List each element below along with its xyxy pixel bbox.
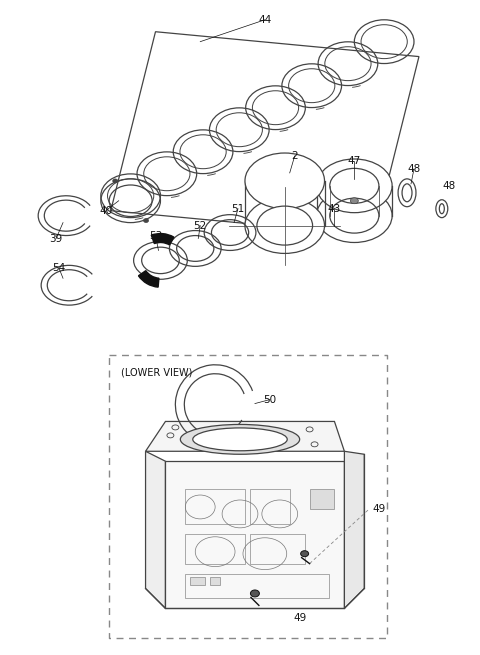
Ellipse shape xyxy=(350,198,358,204)
Bar xyxy=(185,489,245,524)
Ellipse shape xyxy=(300,551,309,557)
Text: 51: 51 xyxy=(231,204,245,214)
Wedge shape xyxy=(151,234,174,245)
Text: 53: 53 xyxy=(149,231,162,240)
Ellipse shape xyxy=(180,424,300,455)
Bar xyxy=(310,489,335,509)
Text: 48: 48 xyxy=(442,181,456,191)
Bar xyxy=(210,576,220,584)
Text: (LOWER VIEW): (LOWER VIEW) xyxy=(120,367,192,378)
Polygon shape xyxy=(145,421,344,451)
Ellipse shape xyxy=(245,153,324,209)
Ellipse shape xyxy=(113,179,118,183)
Polygon shape xyxy=(344,451,364,608)
Ellipse shape xyxy=(193,428,287,451)
Ellipse shape xyxy=(316,159,392,213)
Text: 44: 44 xyxy=(258,15,272,25)
Text: 47: 47 xyxy=(348,156,361,166)
Text: 49: 49 xyxy=(372,504,386,514)
Bar xyxy=(185,534,245,563)
Bar xyxy=(250,534,305,563)
Text: 48: 48 xyxy=(408,164,420,174)
Text: 50: 50 xyxy=(263,394,276,405)
Text: 39: 39 xyxy=(49,234,63,244)
Text: 49: 49 xyxy=(293,613,306,624)
Bar xyxy=(190,576,205,584)
Polygon shape xyxy=(166,461,344,608)
Polygon shape xyxy=(145,451,166,608)
Bar xyxy=(185,574,329,599)
Text: 2: 2 xyxy=(291,151,298,161)
Text: 40: 40 xyxy=(99,206,112,215)
Wedge shape xyxy=(138,271,159,287)
Text: 43: 43 xyxy=(328,204,341,214)
Ellipse shape xyxy=(144,219,148,223)
Bar xyxy=(250,489,290,524)
Text: 54: 54 xyxy=(52,263,66,273)
Ellipse shape xyxy=(251,590,259,597)
Ellipse shape xyxy=(245,198,324,253)
Ellipse shape xyxy=(257,206,312,245)
Text: 52: 52 xyxy=(193,221,207,231)
Ellipse shape xyxy=(316,189,392,242)
